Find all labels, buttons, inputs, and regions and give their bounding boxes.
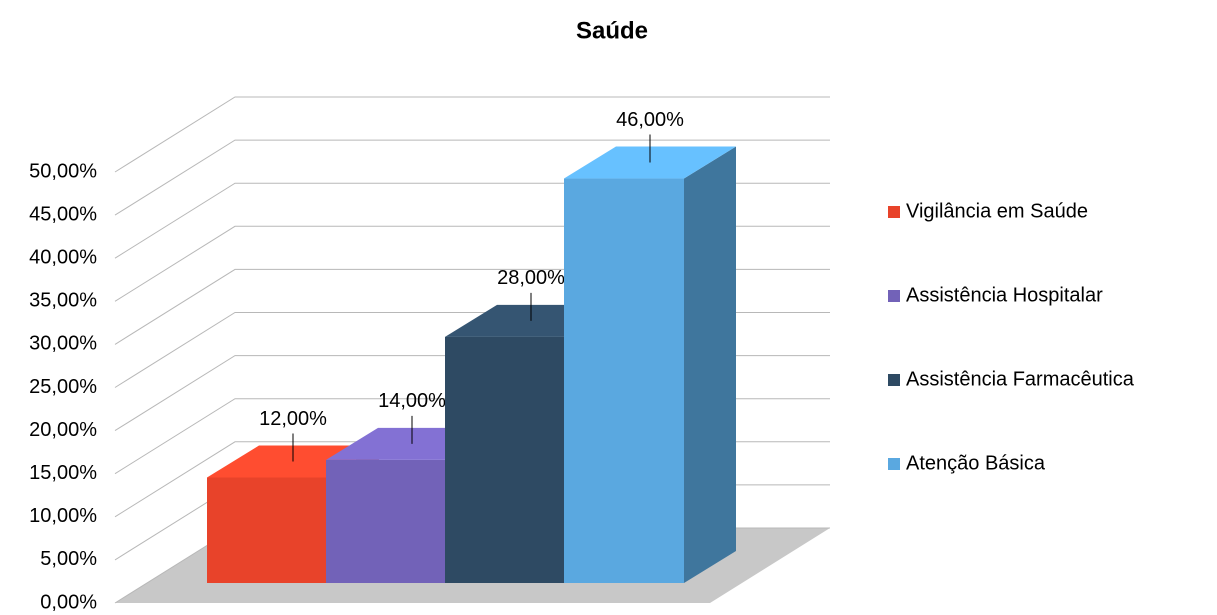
y-tick-label: 35,00% <box>29 290 97 312</box>
legend-label: Atenção Básica <box>906 452 1046 474</box>
legend-swatch <box>888 458 900 470</box>
bar <box>564 178 684 583</box>
data-label: 46,00% <box>616 109 684 131</box>
y-tick-label: 0,00% <box>40 591 97 613</box>
y-tick-label: 5,00% <box>40 548 97 570</box>
y-tick-label: 50,00% <box>29 160 97 182</box>
grid-line <box>114 96 830 173</box>
legend-swatch <box>888 290 900 302</box>
grid-line <box>114 139 830 216</box>
y-tick-label: 15,00% <box>29 462 97 484</box>
legend-swatch <box>888 374 900 386</box>
y-tick-label: 20,00% <box>29 419 97 441</box>
legend-label: Assistência Farmacêutica <box>906 368 1135 390</box>
y-tick-label: 45,00% <box>29 203 97 225</box>
data-label: 14,00% <box>378 390 446 412</box>
y-tick-label: 40,00% <box>29 246 97 268</box>
bar <box>207 477 327 583</box>
legend-label: Assistência Hospitalar <box>906 284 1103 306</box>
data-label: 12,00% <box>259 408 327 430</box>
y-tick-label: 30,00% <box>29 333 97 355</box>
legend-swatch <box>888 206 900 218</box>
bar <box>445 336 565 583</box>
bar <box>326 459 446 583</box>
chart-title: Saúde <box>576 17 648 44</box>
y-tick-label: 10,00% <box>29 505 97 527</box>
data-label: 28,00% <box>497 267 565 289</box>
y-tick-label: 25,00% <box>29 376 97 398</box>
legend-label: Vigilância em Saúde <box>906 200 1088 222</box>
bar-side <box>684 146 736 583</box>
